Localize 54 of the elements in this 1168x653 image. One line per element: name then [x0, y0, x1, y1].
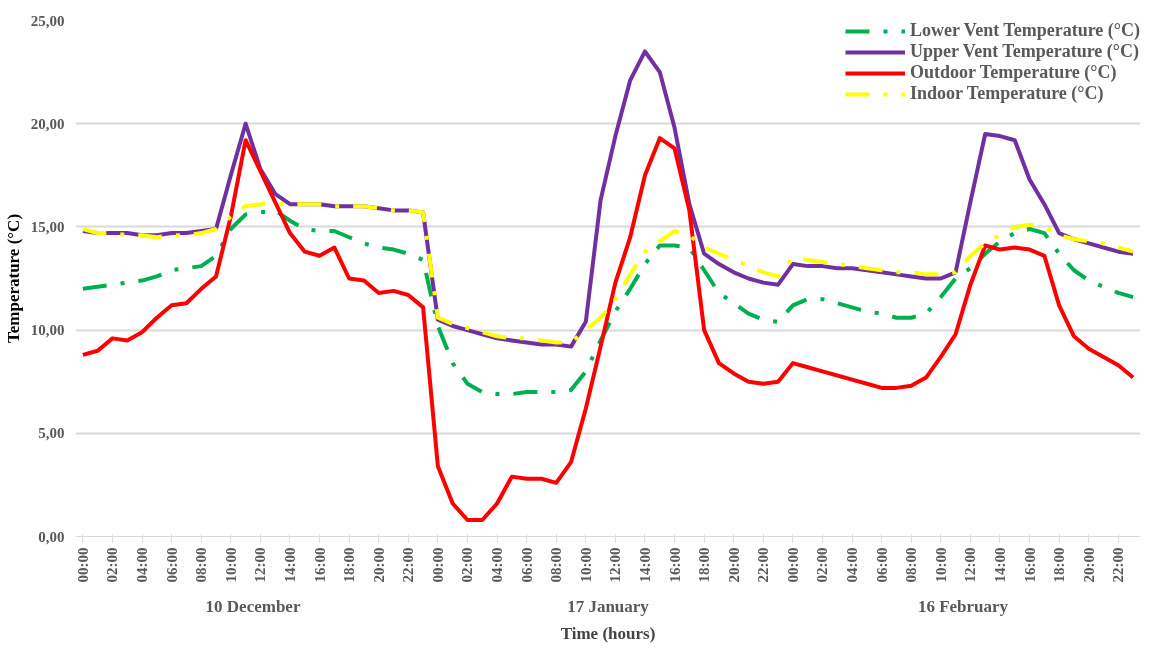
x-tick-label: 22:00 — [755, 547, 772, 583]
x-tick-label: 00:00 — [74, 547, 91, 583]
x-tick-label: 12:00 — [252, 547, 269, 583]
x-tick-label: 12:00 — [607, 547, 624, 583]
x-tick-label: 02:00 — [104, 547, 121, 583]
line-series — [80, 202, 1136, 345]
x-tick-label: 14:00 — [991, 547, 1008, 583]
x-tick-label: 02:00 — [459, 547, 476, 583]
x-tick-label: 04:00 — [844, 547, 861, 583]
legend-label: Lower Vent Temperature (°C) — [909, 20, 1140, 41]
x-tick-label: 06:00 — [873, 547, 890, 583]
x-axis-title: Time (hours) — [560, 623, 656, 643]
x-tick-label: 22:00 — [400, 547, 417, 583]
y-tick-label: 0,00 — [38, 528, 65, 545]
legend-label: Upper Vent Temperature (°C) — [909, 41, 1140, 62]
x-tick-label: 10:00 — [222, 547, 239, 583]
y-axis-title: Temperature (°C) — [3, 213, 23, 344]
x-tick-label: 20:00 — [725, 547, 742, 583]
legend-label: Outdoor Temperature (°C) — [909, 62, 1117, 83]
x-tick-label: 16:00 — [311, 547, 328, 583]
text: 16 February — [917, 596, 1009, 616]
line-series — [80, 208, 1136, 397]
x-tick-label: 18:00 — [696, 547, 713, 583]
x-tick-label: 18:00 — [341, 547, 358, 583]
text: 10 December — [205, 596, 301, 616]
x-tick-label: 22:00 — [1110, 547, 1127, 583]
x-tick-label: 06:00 — [518, 547, 535, 583]
y-tick-label: 25,00 — [30, 12, 65, 29]
line-series — [80, 136, 1136, 522]
y-tick-label: 20,00 — [30, 115, 65, 132]
x-tick-label: 10:00 — [577, 547, 594, 583]
x-tick-label: 00:00 — [784, 547, 801, 583]
x-tick-label: 08:00 — [193, 547, 210, 583]
y-tick-label: 10,00 — [30, 322, 65, 339]
text: 17 January — [567, 596, 650, 616]
x-tick-label: 06:00 — [163, 547, 180, 583]
x-tick-label: 08:00 — [903, 547, 920, 583]
x-tick-label: 08:00 — [548, 547, 565, 583]
y-tick-label: 5,00 — [38, 425, 65, 442]
x-tick-label: 18:00 — [1051, 547, 1068, 583]
x-tick-label: 02:00 — [814, 547, 831, 583]
x-tick-label: 16:00 — [666, 547, 683, 583]
x-tick-label: 20:00 — [1080, 547, 1097, 583]
x-tick-label: 14:00 — [281, 547, 298, 583]
x-tick-label: 14:00 — [636, 547, 653, 583]
x-tick-label: 20:00 — [370, 547, 387, 583]
x-tick-label: 00:00 — [429, 547, 446, 583]
x-tick-label: 12:00 — [962, 547, 979, 583]
x-tick-label: 04:00 — [489, 547, 506, 583]
x-tick-label: 16:00 — [1021, 547, 1038, 583]
y-tick-label: 15,00 — [30, 218, 65, 235]
x-tick-label: 10:00 — [932, 547, 949, 583]
x-tick-label: 04:00 — [134, 547, 151, 583]
legend-label: Indoor Temperature (°C) — [909, 83, 1104, 104]
